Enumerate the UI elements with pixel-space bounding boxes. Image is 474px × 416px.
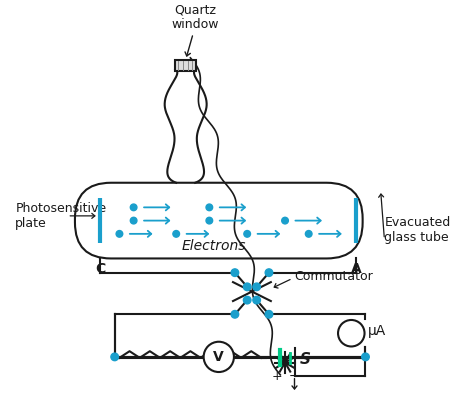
Bar — [175, 60, 196, 71]
Circle shape — [244, 283, 251, 291]
Text: Photosensitive
plate: Photosensitive plate — [15, 202, 107, 230]
Circle shape — [111, 353, 118, 361]
Text: Evacuated
glass tube: Evacuated glass tube — [384, 216, 451, 244]
Text: Quartz
window: Quartz window — [172, 3, 219, 31]
Text: μA: μA — [367, 324, 386, 338]
Circle shape — [338, 320, 365, 347]
Circle shape — [244, 230, 250, 237]
Circle shape — [253, 283, 260, 291]
Circle shape — [253, 296, 260, 304]
Text: V: V — [213, 350, 224, 364]
Text: A: A — [351, 262, 361, 276]
Text: S: S — [300, 352, 311, 367]
Circle shape — [282, 217, 288, 224]
Circle shape — [265, 310, 273, 318]
Circle shape — [116, 230, 123, 237]
Circle shape — [206, 204, 213, 210]
Circle shape — [204, 342, 234, 372]
Circle shape — [265, 269, 273, 277]
Circle shape — [173, 230, 180, 237]
Circle shape — [362, 353, 369, 361]
Text: C: C — [95, 262, 106, 276]
Text: −: − — [288, 370, 299, 383]
Circle shape — [231, 269, 239, 277]
Circle shape — [231, 310, 239, 318]
Text: Commutator: Commutator — [294, 270, 373, 283]
Circle shape — [206, 217, 213, 224]
Circle shape — [244, 296, 251, 304]
Circle shape — [130, 204, 137, 210]
Text: Electrons: Electrons — [182, 239, 246, 253]
Circle shape — [130, 217, 137, 224]
Circle shape — [305, 230, 312, 237]
Text: +: + — [271, 370, 282, 383]
FancyBboxPatch shape — [75, 183, 363, 258]
